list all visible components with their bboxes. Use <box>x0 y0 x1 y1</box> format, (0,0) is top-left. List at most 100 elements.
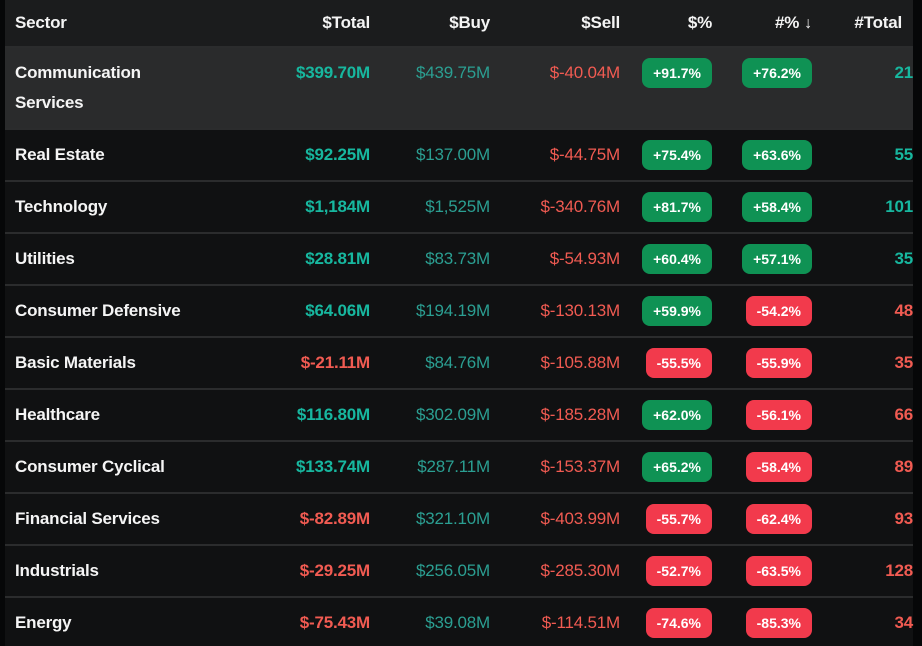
dollar-pct-badge: -55.7% <box>645 504 712 534</box>
count-value: 55 <box>894 145 913 164</box>
count-pct-badge: -56.1% <box>745 400 812 430</box>
sell-value: $-340.76M <box>540 197 621 216</box>
dollar-pct-cell: -55.7% <box>620 504 712 534</box>
total-value: $-21.11M <box>300 353 370 372</box>
table-row[interactable]: Utilities $28.81M $83.73M $-54.93M +60.4… <box>5 232 913 284</box>
dollar-pct-cell: +65.2% <box>620 452 712 482</box>
count-value: 128 <box>885 561 913 580</box>
sector-name: Communication Services <box>15 63 141 112</box>
dollar-pct-cell: -52.7% <box>620 556 712 586</box>
sell-value: $-153.37M <box>540 457 621 476</box>
buy-value: $439.75M <box>415 63 490 82</box>
sell-value: $-285.30M <box>540 561 621 580</box>
count-pct-badge: -54.2% <box>745 296 812 326</box>
dollar-pct-badge: +75.4% <box>642 140 712 170</box>
count-pct-cell: +57.1% <box>712 244 812 274</box>
count-value: 35 <box>894 249 913 268</box>
count-pct-cell: -62.4% <box>712 504 812 534</box>
count-pct-cell: -58.4% <box>712 452 812 482</box>
count-pct-badge: +57.1% <box>742 244 812 274</box>
column-header-dollar-sell[interactable]: $Sell <box>581 13 620 32</box>
column-header-dollar-total[interactable]: $Total <box>322 13 370 32</box>
count-pct-badge: -55.9% <box>745 348 812 378</box>
table-row[interactable]: Basic Materials $-21.11M $84.76M $-105.8… <box>5 336 913 388</box>
table-row[interactable]: Industrials $-29.25M $256.05M $-285.30M … <box>5 544 913 596</box>
sector-name: Consumer Defensive <box>15 301 181 320</box>
count-pct-cell: -54.2% <box>712 296 812 326</box>
sector-name: Financial Services <box>15 509 160 528</box>
column-header-count-total[interactable]: #Total <box>854 13 902 32</box>
buy-value: $84.76M <box>425 353 490 372</box>
total-value: $28.81M <box>305 249 370 268</box>
buy-value: $287.11M <box>417 457 490 476</box>
count-pct-badge: +76.2% <box>742 58 812 88</box>
dollar-pct-badge: -74.6% <box>645 608 712 638</box>
table-header: Sector $Total $Buy $Sell $% #% ↓ #Total <box>5 0 913 46</box>
dollar-pct-cell: -74.6% <box>620 608 712 638</box>
table-body: Communication Services $399.70M $439.75M… <box>5 46 913 646</box>
table-row[interactable]: Healthcare $116.80M $302.09M $-185.28M +… <box>5 388 913 440</box>
dollar-pct-badge: +62.0% <box>642 400 712 430</box>
sell-value: $-403.99M <box>540 509 621 528</box>
dollar-pct-badge: +65.2% <box>642 452 712 482</box>
buy-value: $194.19M <box>415 301 490 320</box>
dollar-pct-cell: +60.4% <box>620 244 712 274</box>
sell-value: $-114.51M <box>541 613 620 632</box>
dollar-pct-badge: +60.4% <box>642 244 712 274</box>
buy-value: $83.73M <box>425 249 490 268</box>
count-value: 35 <box>894 353 913 372</box>
total-value: $-29.25M <box>299 561 370 580</box>
sell-value: $-40.04M <box>549 63 620 82</box>
total-value: $399.70M <box>295 63 370 82</box>
count-pct-cell: -63.5% <box>712 556 812 586</box>
table-row[interactable]: Technology $1,184M $1,525M $-340.76M +81… <box>5 180 913 232</box>
column-header-dollar-buy[interactable]: $Buy <box>449 13 490 32</box>
sector-name: Consumer Cyclical <box>15 457 165 476</box>
total-value: $64.06M <box>305 301 370 320</box>
buy-value: $39.08M <box>425 613 490 632</box>
dollar-pct-badge: -52.7% <box>645 556 712 586</box>
dollar-pct-cell: +81.7% <box>620 192 712 222</box>
table-row[interactable]: Real Estate $92.25M $137.00M $-44.75M +7… <box>5 128 913 180</box>
buy-value: $1,525M <box>425 197 490 216</box>
count-pct-cell: +58.4% <box>712 192 812 222</box>
table-row[interactable]: Communication Services $399.70M $439.75M… <box>5 46 913 128</box>
count-pct-label: #% <box>775 13 800 32</box>
dollar-pct-cell: +59.9% <box>620 296 712 326</box>
count-value: 34 <box>894 613 913 632</box>
dollar-pct-cell: -55.5% <box>620 348 712 378</box>
sell-value: $-54.93M <box>549 249 620 268</box>
sell-value: $-105.88M <box>540 353 621 372</box>
dollar-pct-cell: +62.0% <box>620 400 712 430</box>
column-header-sector[interactable]: Sector <box>15 13 67 32</box>
sector-name: Energy <box>15 613 72 632</box>
count-pct-badge: +58.4% <box>742 192 812 222</box>
table-row[interactable]: Consumer Cyclical $133.74M $287.11M $-15… <box>5 440 913 492</box>
sell-value: $-44.75M <box>549 145 620 164</box>
sector-name: Industrials <box>15 561 99 580</box>
table-row[interactable]: Energy $-75.43M $39.08M $-114.51M -74.6%… <box>5 596 913 646</box>
dollar-pct-badge: +81.7% <box>642 192 712 222</box>
count-value: 101 <box>885 197 913 216</box>
column-header-dollar-pct[interactable]: $% <box>687 13 712 32</box>
sector-name: Real Estate <box>15 145 105 164</box>
sell-value: $-185.28M <box>540 405 621 424</box>
table-row[interactable]: Financial Services $-82.89M $321.10M $-4… <box>5 492 913 544</box>
sell-value: $-130.13M <box>540 301 621 320</box>
buy-value: $256.05M <box>415 561 490 580</box>
buy-value: $302.09M <box>415 405 490 424</box>
dollar-pct-cell: +91.7% <box>620 58 712 118</box>
dollar-pct-badge: -55.5% <box>645 348 712 378</box>
dollar-pct-badge: +59.9% <box>642 296 712 326</box>
count-value: 93 <box>894 509 913 528</box>
count-pct-cell: -85.3% <box>712 608 812 638</box>
table-row[interactable]: Consumer Defensive $64.06M $194.19M $-13… <box>5 284 913 336</box>
total-value: $-75.43M <box>299 613 370 632</box>
sector-name: Basic Materials <box>15 353 136 372</box>
column-header-count-pct[interactable]: #% ↓ <box>712 13 812 33</box>
count-pct-cell: -56.1% <box>712 400 812 430</box>
count-pct-badge: -63.5% <box>745 556 812 586</box>
sort-descending-icon[interactable]: ↓ <box>804 15 812 32</box>
count-pct-badge: +63.6% <box>742 140 812 170</box>
total-value: $-82.89M <box>299 509 370 528</box>
